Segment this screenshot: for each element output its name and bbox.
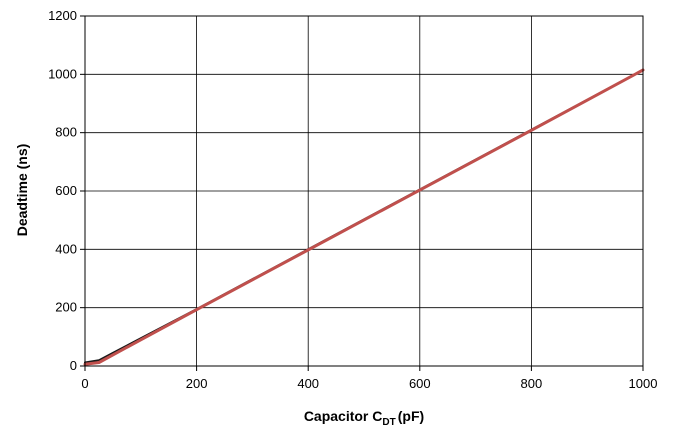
x-axis-title: Capacitor CDT (pF) [304, 408, 424, 428]
y-axis-title: Deadtime (ns) [14, 144, 30, 237]
x-axis-title-subscript: DT [382, 417, 395, 428]
x-tick-label: 600 [409, 376, 431, 391]
x-tick-label: 800 [521, 376, 543, 391]
x-axis-title-main: Capacitor C [304, 408, 383, 424]
y-tick-label: 600 [55, 183, 77, 198]
y-tick-label: 0 [70, 358, 77, 373]
x-tick-labels: 0 200 400 600 800 1000 [81, 376, 657, 391]
y-tick-label: 1200 [48, 8, 77, 23]
series-layer [83, 68, 645, 366]
x-tick-label: 1000 [629, 376, 658, 391]
x-axis-title-unit: (pF) [398, 408, 424, 424]
x-tick-label: 200 [186, 376, 208, 391]
x-tick-label: 400 [297, 376, 319, 391]
y-tick-label: 1000 [48, 66, 77, 81]
x-tick-label: 0 [81, 376, 88, 391]
y-tick-label: 400 [55, 241, 77, 256]
y-tick-label: 800 [55, 125, 77, 140]
y-tick-labels: 0 200 400 600 800 1000 1200 [48, 8, 77, 373]
grid-lines [84, 15, 644, 367]
axes [80, 15, 644, 371]
y-tick-label: 200 [55, 300, 77, 315]
series-line-2 [83, 68, 645, 366]
